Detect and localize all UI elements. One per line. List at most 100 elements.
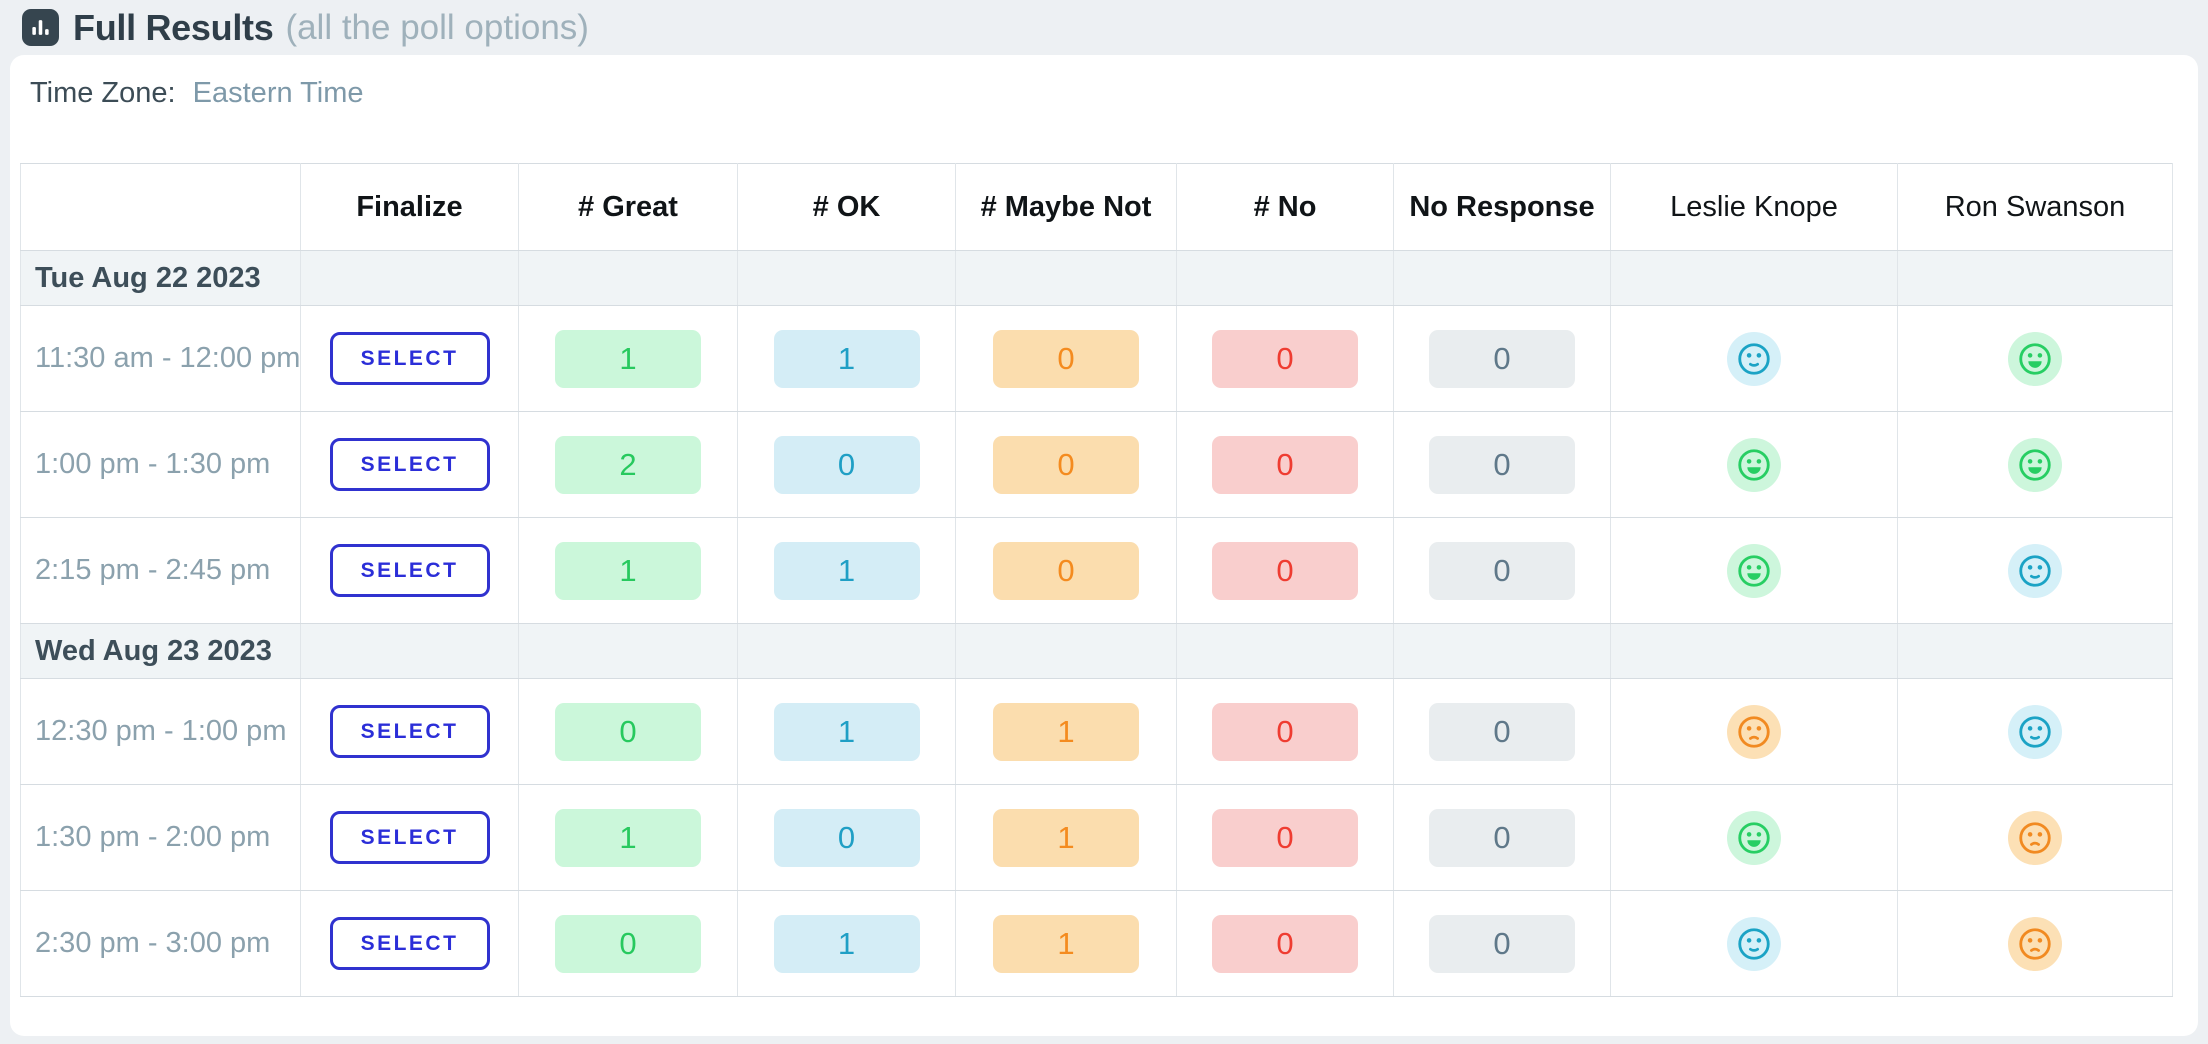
finalize-cell: SELECT [300,890,519,997]
great-count-pill: 2 [555,435,701,494]
great-count-cell: 2 [518,411,738,518]
participant-response-cell [1897,784,2173,891]
time-slot-label: 11:30 am - 12:00 pm [20,305,301,412]
response-face-great [2008,437,2062,492]
ok-count-pill: 1 [773,329,920,388]
great-count-cell: 1 [518,784,738,891]
date-group-filler-cell [1897,623,2173,679]
ok-count-cell: 1 [737,678,956,785]
ok-count-pill: 1 [773,541,920,600]
date-group-label: Tue Aug 22 2023 [20,250,301,306]
ok-count-cell: 0 [737,411,956,518]
smiley-great-icon [1738,448,1770,481]
no-response-count-pill: 0 [1429,808,1575,867]
date-group-label: Wed Aug 23 2023 [20,623,301,679]
column-header-participant-leslie-knope: Leslie Knope [1610,163,1898,251]
time-slot-row: 11:30 am - 12:00 pm SELECT 1 1 0 0 0 [20,305,2173,412]
maybe-not-count-cell: 1 [955,784,1177,891]
date-group-filler-cell [300,623,519,679]
ok-count-pill: 1 [773,702,920,761]
time-slot-row: 1:30 pm - 2:00 pm SELECT 1 0 1 0 0 [20,784,2173,891]
no-response-count-pill: 0 [1429,541,1575,600]
results-card: Time Zone: Eastern Time Finalize # Great #… [10,55,2198,1036]
smiley-ok-icon [1738,927,1770,960]
select-button[interactable]: SELECT [329,544,490,597]
page-subtitle: (all the poll options) [285,7,589,47]
maybe-not-count-pill: 1 [993,808,1139,867]
date-group-filler-cell [518,250,738,306]
column-header-maybe-not: # Maybe Not [955,163,1177,251]
no-count-pill: 0 [1212,541,1358,600]
response-face-ok [1727,331,1781,386]
select-button[interactable]: SELECT [329,332,490,385]
finalize-cell: SELECT [300,678,519,785]
no-count-pill: 0 [1212,435,1358,494]
bar-chart-icon [22,9,59,46]
maybe-not-count-cell: 0 [955,305,1177,412]
response-face-great [1727,810,1781,865]
time-slot-label: 1:00 pm - 1:30 pm [20,411,301,518]
timezone-row: Time Zone: Eastern Time [30,77,364,110]
no-response-count-cell: 0 [1393,784,1611,891]
results-table-body: Tue Aug 22 2023 11:30 am - 12:00 pm SELECT… [20,250,2173,997]
page-title: Full Results [73,6,274,48]
smiley-great-icon [2019,342,2051,375]
response-face-ok [1727,916,1781,971]
page-header: Full Results (all the poll options) [0,0,2208,55]
column-header-no-response: No Response [1393,163,1611,251]
response-face-ok [2008,704,2062,759]
results-table-head: Finalize # Great # OK # Maybe Not # No No Res… [20,163,2173,251]
date-group-filler-cell [1897,250,2173,306]
smiley-great-icon [1738,821,1770,854]
smiley-ok-icon [1738,342,1770,375]
no-count-cell: 0 [1176,678,1394,785]
date-group-filler-cell [1393,250,1611,306]
no-response-count-pill: 0 [1429,329,1575,388]
select-button[interactable]: SELECT [329,917,490,970]
time-slot-row: 2:15 pm - 2:45 pm SELECT 1 1 0 0 0 [20,517,2173,624]
timezone-label: Time Zone: [30,77,176,109]
time-slot-row: 1:00 pm - 1:30 pm SELECT 2 0 0 0 0 [20,411,2173,518]
participant-response-cell [1897,411,2173,518]
date-group-filler-cell [1176,623,1394,679]
participant-response-cell [1610,517,1898,624]
select-button[interactable]: SELECT [329,705,490,758]
column-header-finalize: Finalize [300,163,519,251]
ok-count-pill: 0 [773,808,920,867]
date-group-filler-cell [737,250,956,306]
no-response-count-cell: 0 [1393,890,1611,997]
time-slot-label: 2:15 pm - 2:45 pm [20,517,301,624]
no-response-count-pill: 0 [1429,435,1575,494]
smiley-maybe-not-icon [2019,821,2051,854]
time-slot-row: 12:30 pm - 1:00 pm SELECT 0 1 1 0 0 [20,678,2173,785]
participant-response-cell [1610,784,1898,891]
ok-count-cell: 1 [737,517,956,624]
select-button[interactable]: SELECT [329,438,490,491]
time-slot-label: 12:30 pm - 1:00 pm [20,678,301,785]
time-slot-label: 1:30 pm - 2:00 pm [20,784,301,891]
date-group-filler-cell [955,250,1177,306]
smiley-great-icon [1738,554,1770,587]
select-button[interactable]: SELECT [329,811,490,864]
great-count-cell: 1 [518,517,738,624]
column-header-no: # No [1176,163,1394,251]
no-response-count-cell: 0 [1393,411,1611,518]
smiley-ok-icon [2019,554,2051,587]
finalize-cell: SELECT [300,784,519,891]
ok-count-pill: 0 [773,435,920,494]
no-response-count-cell: 0 [1393,517,1611,624]
great-count-pill: 1 [555,541,701,600]
great-count-cell: 0 [518,890,738,997]
maybe-not-count-cell: 1 [955,678,1177,785]
participant-response-cell [1897,305,2173,412]
time-slot-row: 2:30 pm - 3:00 pm SELECT 0 1 1 0 0 [20,890,2173,997]
date-group-filler-cell [1393,623,1611,679]
date-group-filler-cell [518,623,738,679]
finalize-cell: SELECT [300,305,519,412]
time-slot-label: 2:30 pm - 3:00 pm [20,890,301,997]
date-group-filler-cell [300,250,519,306]
date-group-filler-cell [1176,250,1394,306]
smiley-maybe-not-icon [2019,927,2051,960]
great-count-pill: 0 [555,914,701,973]
no-response-count-cell: 0 [1393,305,1611,412]
